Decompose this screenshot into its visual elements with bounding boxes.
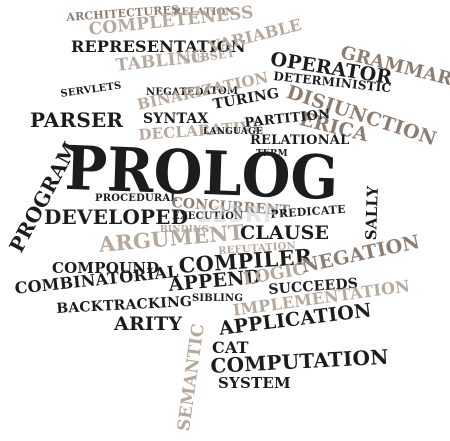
word-language: LANGUAGE bbox=[203, 127, 263, 137]
word-developed: DEVELOPED bbox=[44, 205, 189, 229]
word-procedural: PROCEDURAL bbox=[95, 193, 178, 204]
word-semantic: SEMANTIC bbox=[174, 322, 209, 433]
word-execution: EXECUTION bbox=[172, 211, 244, 222]
word-relation: RELATION bbox=[173, 7, 235, 18]
word-sibling: SIBLING bbox=[192, 293, 244, 304]
word-clause: CLAUSE bbox=[240, 222, 330, 244]
word-predicate: PREDICATE bbox=[269, 202, 347, 221]
word-servlets: SERVLETS bbox=[59, 80, 123, 100]
word-relational: RELATIONAL bbox=[250, 133, 350, 148]
word-compound: COMPOUND bbox=[52, 259, 160, 277]
word-binding: BINDING bbox=[160, 225, 210, 235]
word-negated: NEGATED bbox=[146, 87, 204, 98]
watermark: 123RF bbox=[196, 203, 279, 228]
word-syntax: SYNTAX bbox=[143, 111, 209, 127]
word-term: TERM bbox=[256, 149, 288, 159]
word-system: SYSTEM bbox=[218, 374, 291, 392]
word-arity: ARITY bbox=[114, 313, 183, 335]
word-atom: ATOM bbox=[203, 86, 239, 97]
word-cat: CAT bbox=[212, 338, 249, 357]
word-parser: PARSER bbox=[30, 108, 124, 132]
word-sally: SALLY bbox=[362, 185, 382, 241]
word-representation: REPRESENTATION bbox=[71, 37, 246, 56]
